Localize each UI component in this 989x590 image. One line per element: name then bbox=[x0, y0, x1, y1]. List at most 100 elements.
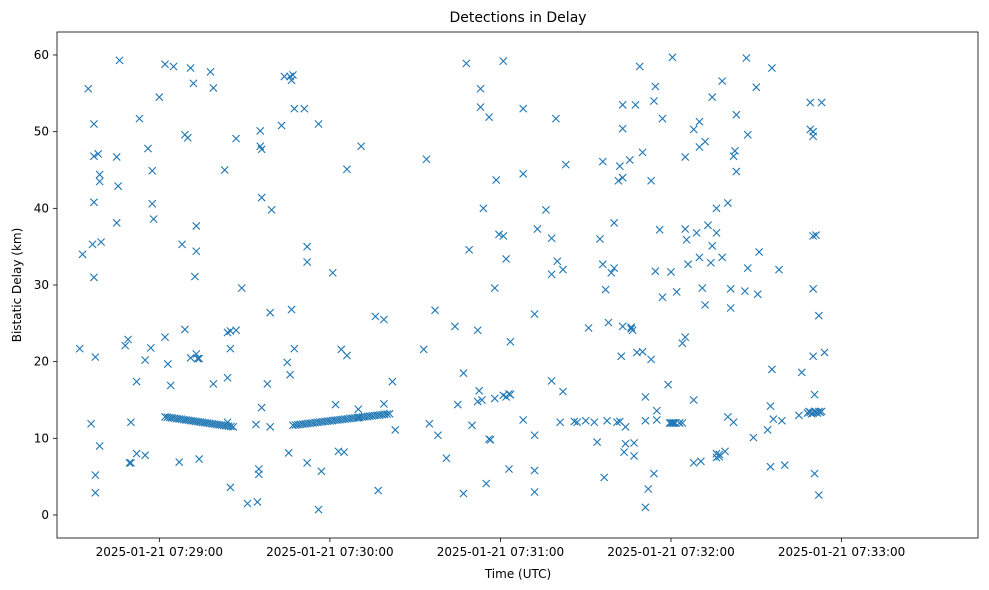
data-point bbox=[797, 368, 806, 377]
data-point bbox=[506, 337, 515, 346]
data-point bbox=[490, 394, 499, 403]
data-point bbox=[767, 365, 776, 374]
data-point bbox=[374, 486, 383, 495]
data-point bbox=[519, 415, 528, 424]
data-point bbox=[682, 235, 691, 244]
data-point bbox=[161, 60, 170, 69]
data-point bbox=[701, 300, 710, 309]
data-point bbox=[89, 273, 98, 282]
data-point bbox=[553, 257, 562, 266]
data-point bbox=[678, 419, 687, 427]
data-point bbox=[75, 344, 84, 353]
y-tick-label: 0 bbox=[41, 508, 49, 522]
data-point bbox=[603, 416, 612, 425]
data-point bbox=[718, 253, 727, 262]
data-point bbox=[95, 170, 104, 179]
y-tick-label: 20 bbox=[34, 355, 49, 369]
data-point bbox=[794, 411, 803, 420]
data-point bbox=[615, 162, 624, 171]
data-point bbox=[226, 344, 235, 353]
data-point bbox=[148, 166, 157, 175]
data-point bbox=[766, 462, 775, 471]
data-point bbox=[89, 198, 98, 207]
data-point bbox=[499, 231, 508, 240]
data-point bbox=[175, 458, 184, 467]
data-point bbox=[530, 310, 539, 319]
y-tick-label: 30 bbox=[34, 278, 49, 292]
data-point bbox=[141, 356, 150, 365]
data-point bbox=[189, 79, 198, 88]
data-point bbox=[473, 397, 482, 406]
data-point bbox=[652, 406, 661, 415]
data-point bbox=[547, 234, 556, 243]
data-point bbox=[94, 149, 103, 158]
data-point bbox=[287, 305, 296, 314]
data-point bbox=[155, 93, 164, 102]
data-point bbox=[473, 326, 482, 335]
data-point bbox=[530, 431, 539, 440]
data-point bbox=[701, 137, 710, 146]
data-point bbox=[195, 455, 204, 464]
data-point bbox=[752, 83, 761, 92]
data-point bbox=[504, 465, 513, 473]
data-point bbox=[385, 409, 394, 418]
data-point bbox=[809, 132, 818, 141]
data-point bbox=[530, 488, 539, 496]
data-point bbox=[232, 326, 241, 335]
data-point bbox=[593, 438, 602, 447]
data-point bbox=[584, 323, 593, 332]
data-point bbox=[729, 418, 738, 427]
data-point bbox=[190, 272, 199, 281]
data-point bbox=[232, 134, 241, 143]
data-point bbox=[649, 97, 658, 105]
data-point bbox=[486, 435, 495, 444]
data-point bbox=[530, 466, 539, 475]
data-point bbox=[621, 439, 630, 448]
data-point bbox=[644, 484, 653, 493]
data-point bbox=[124, 335, 133, 344]
data-point bbox=[732, 167, 741, 176]
data-point bbox=[651, 267, 660, 276]
data-point bbox=[558, 265, 567, 274]
data-point bbox=[178, 240, 187, 249]
data-point bbox=[91, 471, 100, 480]
data-point bbox=[620, 448, 629, 457]
data-point bbox=[810, 469, 819, 478]
data-point bbox=[371, 312, 380, 321]
data-point bbox=[383, 410, 392, 419]
data-point bbox=[283, 358, 292, 367]
data-point bbox=[708, 241, 717, 250]
data-point bbox=[726, 304, 735, 312]
data-point bbox=[169, 62, 178, 71]
data-point bbox=[300, 104, 309, 113]
data-point bbox=[475, 386, 484, 395]
data-point bbox=[112, 218, 121, 227]
data-point bbox=[729, 152, 738, 161]
plot-area bbox=[57, 32, 978, 538]
data-point bbox=[718, 77, 727, 86]
data-point bbox=[681, 152, 690, 161]
data-point bbox=[206, 67, 215, 76]
data-point bbox=[721, 447, 729, 456]
data-point bbox=[78, 250, 87, 259]
data-point bbox=[146, 343, 155, 352]
data-point bbox=[253, 497, 262, 506]
data-point bbox=[342, 351, 351, 360]
data-point bbox=[328, 268, 337, 277]
data-point bbox=[479, 204, 488, 213]
data-point bbox=[290, 104, 299, 113]
data-point bbox=[422, 155, 431, 164]
data-point bbox=[675, 419, 684, 427]
data-point bbox=[121, 341, 130, 350]
data-point bbox=[243, 499, 252, 508]
data-point bbox=[703, 221, 712, 230]
data-point bbox=[141, 451, 150, 460]
data-point bbox=[492, 175, 501, 184]
data-point bbox=[462, 59, 471, 68]
y-tick-label: 40 bbox=[34, 201, 49, 215]
data-point bbox=[743, 264, 752, 273]
data-point bbox=[641, 503, 650, 512]
data-point bbox=[88, 240, 97, 249]
data-point bbox=[607, 268, 616, 277]
